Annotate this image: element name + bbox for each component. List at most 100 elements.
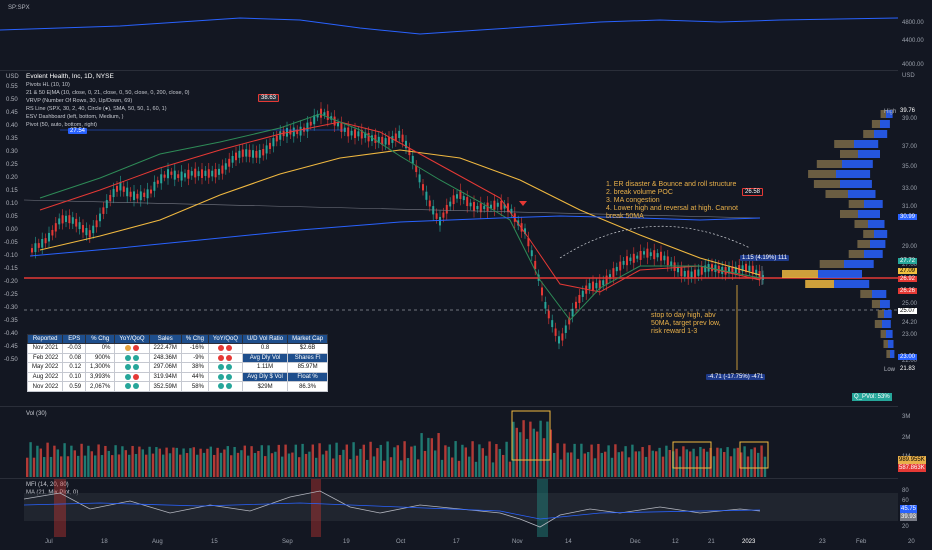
volume-bar — [308, 451, 311, 477]
candle-body — [187, 169, 190, 179]
candle-body — [401, 134, 404, 142]
volume-bar — [410, 446, 413, 477]
table-header-cell: YoY/QoQ — [114, 334, 150, 344]
volume-bar — [498, 448, 501, 477]
volume-bar — [597, 443, 600, 477]
candle-body — [37, 243, 40, 248]
indicator-legend[interactable]: Pivots HL (10, 10) — [26, 82, 70, 88]
candle-body — [75, 218, 78, 227]
table-header-cell: % Chg — [85, 334, 116, 344]
volume-bar — [172, 447, 175, 477]
volume-bar — [362, 444, 365, 477]
time-axis-label: 17 — [453, 539, 460, 545]
price-scale-currency: USD — [902, 73, 915, 79]
mfi-title[interactable]: MFI (14, 20, 80) — [26, 482, 69, 488]
volume-bar — [366, 459, 369, 477]
candle-body — [231, 155, 234, 163]
indicator-legend[interactable]: 21 & 50 E|MA (10, close, 0, 21, close, 0… — [26, 90, 190, 96]
volume-bar — [376, 448, 379, 477]
rs-scale-label: -0.35 — [4, 318, 18, 324]
candle-body — [173, 170, 176, 180]
candle-body — [649, 252, 652, 257]
price-scale[interactable]: USD 39.00 37.00 35.00 33.00 31.00 29.00 … — [898, 70, 932, 406]
candle-body — [65, 215, 67, 222]
candle-body — [632, 253, 635, 263]
candle-body — [299, 126, 302, 136]
volume-bar — [525, 438, 529, 477]
candle-body — [262, 148, 265, 156]
volume-bar — [437, 433, 440, 477]
indicator-legend[interactable]: ESV Dashboard (left, bottom, Medium, ) — [26, 114, 124, 120]
volume-bar — [39, 448, 42, 477]
volume-bar — [559, 459, 563, 477]
volume-bar — [502, 454, 505, 477]
mfi-pane[interactable]: MFI (14, 20, 80) MA (21, Mix Plot, 0) — [0, 478, 898, 537]
volume-bar — [162, 454, 165, 477]
volume-bar — [478, 444, 481, 477]
volume-bar — [386, 441, 389, 477]
table-cell — [207, 371, 244, 383]
profile-low-label: Low — [884, 367, 896, 373]
volume-profile-bar — [848, 190, 876, 198]
volume-bar — [631, 444, 634, 477]
candle-body — [340, 123, 343, 132]
candle-body — [360, 129, 363, 139]
table-cell — [114, 352, 150, 364]
volume-profile-bar — [886, 110, 893, 118]
volume-bar — [389, 457, 393, 477]
rs-scale-label: -0.30 — [4, 305, 18, 311]
volume-bar — [655, 451, 658, 477]
candle-body — [272, 138, 275, 147]
indicator-legend[interactable]: RS Line (SPX, 30, 2, 40, Circle (●), SMA… — [26, 106, 167, 112]
candle-body — [527, 237, 530, 247]
spx-pane[interactable]: SP:SPX — [0, 0, 898, 71]
candle-body — [326, 110, 329, 120]
price-scale-label: 24.20 — [902, 320, 918, 326]
candle-body — [337, 122, 339, 127]
table-row: Feb 2022 0.08 900% 248.36M -9% Avg Dly Vol Sha… — [26, 352, 329, 364]
candle-body — [354, 129, 356, 138]
time-axis-label: Nov — [512, 539, 523, 545]
spx-scale-label: 4800.00 — [902, 20, 924, 26]
volume-profile-bar — [871, 120, 880, 128]
table-row: Nov 2021 -0.03 0% 222.47M -16% 0.8 $2.6B — [26, 343, 329, 354]
volume-title[interactable]: Vol (30) — [26, 411, 47, 417]
price-pane[interactable]: USD Evolent Health, Inc, 1D, NYSE Pivots… — [0, 70, 898, 406]
volume-bar — [529, 421, 532, 477]
candle-body — [116, 185, 118, 192]
table-header-cell: YoY/QoQ — [207, 334, 244, 344]
volume-bar — [760, 445, 763, 477]
candle-body — [136, 193, 139, 199]
indicator-legend[interactable]: Pivot (50, auto, bottom, right) — [26, 122, 97, 128]
candle-body — [694, 269, 696, 278]
volume-bar — [94, 455, 97, 477]
candle-body — [751, 265, 754, 275]
volume-scale[interactable]: 3M 2M 1M 989.955K 587.863K — [898, 406, 932, 478]
volume-bar — [726, 447, 729, 477]
table-cell: 297.06M — [148, 362, 182, 373]
mfi-scale[interactable]: 80 60 40 45.75 39.93 20 — [898, 478, 932, 536]
candle-body — [252, 150, 254, 158]
volume-pane[interactable]: Vol (30) — [0, 406, 898, 479]
candle-body — [126, 187, 129, 197]
volume-bar — [345, 444, 348, 477]
volume-tag: 989.955K — [898, 456, 926, 464]
price-chart-canvas[interactable] — [0, 70, 898, 406]
volume-bar — [444, 445, 447, 477]
candle-body — [554, 328, 557, 336]
status-dot — [218, 345, 225, 351]
volume-profile-bar — [880, 300, 890, 308]
chart-title[interactable]: Evolent Health, Inc, 1D, NYSE — [26, 73, 114, 80]
indicator-legend[interactable]: VRVP (Number Of Rows, 30, Up/Down, 69) — [26, 98, 133, 104]
rs-scale-label: 0.05 — [6, 214, 18, 220]
candle-body — [170, 171, 173, 175]
table-header-cell: U/D Vol Ratio — [242, 334, 289, 344]
candle-body — [660, 251, 662, 261]
volume-bar — [512, 421, 515, 477]
rs-scale-label: 0.10 — [6, 201, 18, 207]
table-cell — [207, 352, 244, 364]
volume-bar — [209, 446, 212, 477]
volume-bar — [134, 453, 138, 477]
candle-body — [466, 197, 469, 207]
volume-profile-bar — [874, 230, 888, 238]
